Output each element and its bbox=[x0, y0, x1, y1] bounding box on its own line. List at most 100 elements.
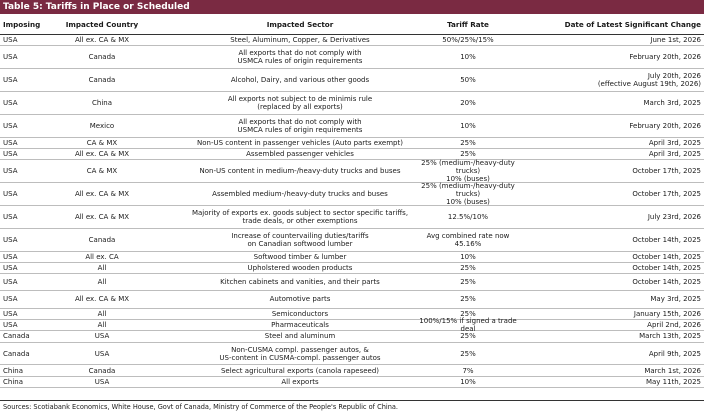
cell-date-change: March 13th, 2025 bbox=[639, 332, 701, 341]
cell-tariff-rate: 10% bbox=[460, 53, 476, 62]
cell-date-change: October 14th, 2025 bbox=[632, 278, 701, 287]
cell-impacted-country: USA bbox=[94, 332, 110, 341]
cell-imposing: USA bbox=[3, 309, 18, 318]
cell-date-change: October 17th, 2025 bbox=[632, 190, 701, 199]
cell-impacted-country: All ex. CA bbox=[85, 252, 119, 261]
cell-imposing: USA bbox=[3, 76, 18, 85]
cell-tariff-rate: 25% bbox=[460, 138, 476, 147]
cell-imposing: USA bbox=[3, 150, 18, 159]
cell-impacted-sector: Assembled passenger vehicles bbox=[246, 150, 354, 159]
cell-imposing: USA bbox=[3, 98, 18, 107]
cell-impacted-sector: Assembled medium-/heavy-duty trucks and … bbox=[212, 190, 388, 199]
cell-impacted-sector: All exports not subject to de minimis ru… bbox=[227, 94, 373, 111]
cell-impacted-country: CA & MX bbox=[86, 167, 118, 176]
cell-impacted-country: All ex. CA & MX bbox=[74, 190, 130, 199]
cell-tariff-rate: 12.5%/10% bbox=[447, 212, 489, 221]
cell-impacted-sector: Semiconductors bbox=[271, 309, 329, 318]
source-divider bbox=[0, 400, 704, 401]
cell-imposing: USA bbox=[3, 53, 18, 62]
table-body: USA All ex. CA & MX Steel, Aluminum, Coppe… bbox=[0, 35, 704, 389]
header-impacted-sector: Impacted Sector bbox=[266, 20, 334, 29]
cell-tariff-rate: 10% bbox=[460, 121, 476, 130]
cell-impacted-sector: Pharmaceuticals bbox=[271, 321, 329, 330]
cell-impacted-country: China bbox=[92, 98, 112, 107]
cell-date-change: February 20th, 2026 bbox=[629, 53, 701, 62]
cell-tariff-rate: 25% bbox=[460, 332, 476, 341]
table-row: USA All ex. CA & MX Automotive parts 25% May… bbox=[0, 291, 704, 309]
cell-imposing: USA bbox=[3, 167, 18, 176]
cell-date-change: October 14th, 2025 bbox=[632, 235, 701, 244]
cell-tariff-rate: 25% bbox=[460, 309, 476, 318]
cell-impacted-country: Mexico bbox=[89, 121, 115, 130]
cell-imposing: USA bbox=[3, 264, 18, 273]
cell-tariff-rate: 25% bbox=[460, 150, 476, 159]
cell-impacted-country: All ex. CA & MX bbox=[74, 150, 130, 159]
cell-impacted-sector: Non-US content in medium-/heavy-duty tru… bbox=[199, 167, 401, 176]
cell-impacted-sector: Non-CUSMA compl. passenger autos, & US-c… bbox=[219, 345, 381, 362]
table-row: USA All Upholstered wooden products 25% Octo… bbox=[0, 263, 704, 275]
cell-impacted-country: All bbox=[97, 264, 107, 273]
cell-impacted-country: All ex. CA & MX bbox=[74, 295, 130, 304]
cell-tariff-rate: 10% bbox=[460, 252, 476, 261]
cell-date-change: October 14th, 2025 bbox=[632, 264, 701, 273]
cell-impacted-sector: Steel and aluminum bbox=[264, 332, 336, 341]
cell-impacted-sector: Increase of countervailing duties/tariff… bbox=[231, 231, 369, 248]
cell-imposing: USA bbox=[3, 235, 18, 244]
cell-date-change: February 20th, 2026 bbox=[629, 121, 701, 130]
cell-impacted-country: Canada bbox=[88, 76, 116, 85]
table-row: USA Canada Increase of countervailing duti… bbox=[0, 229, 704, 252]
cell-tariff-rate: 50% bbox=[460, 76, 476, 85]
cell-tariff-rate: 25% bbox=[460, 349, 476, 358]
cell-date-change: April 3rd, 2025 bbox=[648, 138, 701, 147]
cell-impacted-sector: Softwood timber & lumber bbox=[253, 252, 347, 261]
table-row: USA All Pharmaceuticals 100%/15% if signed … bbox=[0, 317, 704, 334]
cell-impacted-sector: Alcohol, Dairy, and various other goods bbox=[230, 76, 370, 85]
table-header: Imposing Impacted Country Impacted Secto… bbox=[0, 15, 704, 35]
table-row: Canada USA Non-CUSMA compl. passenger auto… bbox=[0, 343, 704, 366]
table-row: USA All ex. CA & MX Majority of exports ex… bbox=[0, 206, 704, 229]
cell-tariff-rate: 7% bbox=[462, 366, 474, 375]
cell-tariff-rate: 20% bbox=[460, 98, 476, 107]
table-row: USA All Kitchen cabinets and vanities, and… bbox=[0, 274, 704, 292]
cell-tariff-rate: 25% bbox=[460, 295, 476, 304]
cell-imposing: USA bbox=[3, 252, 18, 261]
cell-date-change: January 15th, 2026 bbox=[633, 309, 701, 318]
table-row: USA China All exports not subject to de mi… bbox=[0, 92, 704, 115]
cell-impacted-sector: All exports that do not comply with USMC… bbox=[237, 117, 363, 134]
cell-imposing: Canada bbox=[3, 349, 30, 358]
cell-date-change: October 17th, 2025 bbox=[632, 167, 701, 176]
cell-impacted-country: Canada bbox=[88, 235, 116, 244]
cell-impacted-sector: All exports that do not comply with USMC… bbox=[237, 49, 363, 66]
cell-impacted-sector: Steel, Aluminum, Copper, & Derivatives bbox=[230, 36, 370, 45]
table-row: China USA All exports 10% May 11th, 2025 bbox=[0, 377, 704, 389]
table-row: USA CA & MX Non-US content in medium-/heav… bbox=[0, 159, 704, 183]
header-date-change: Date of Latest Significant Change bbox=[564, 20, 701, 29]
cell-tariff-rate: 100%/15% if signed a trade deal bbox=[419, 317, 517, 334]
cell-impacted-country: All ex. CA & MX bbox=[74, 212, 130, 221]
table-row: USA Canada Alcohol, Dairy, and various oth… bbox=[0, 69, 704, 92]
cell-impacted-country: All bbox=[97, 321, 107, 330]
cell-impacted-country: USA bbox=[94, 349, 110, 358]
cell-imposing: China bbox=[3, 378, 23, 387]
source-note: Sources: Scotiabank Economics, White Hou… bbox=[3, 403, 399, 411]
cell-date-change: October 14th, 2025 bbox=[632, 252, 701, 261]
table-row: China Canada Select agricultural exports (… bbox=[0, 365, 704, 377]
cell-impacted-country: All ex. CA & MX bbox=[74, 36, 130, 45]
cell-impacted-country: USA bbox=[94, 378, 110, 387]
header-impacted-country: Impacted Country bbox=[65, 20, 139, 29]
cell-impacted-country: CA & MX bbox=[86, 138, 118, 147]
cell-date-change: July 20th, 2026 (effective August 19th, … bbox=[597, 72, 701, 89]
cell-tariff-rate: 25% bbox=[460, 264, 476, 273]
cell-date-change: May 3rd, 2025 bbox=[650, 295, 701, 304]
cell-impacted-sector: Majority of exports ex. goods subject to… bbox=[191, 208, 409, 225]
table-row: USA All ex. CA Softwood timber & lumber 10%… bbox=[0, 252, 704, 263]
cell-impacted-country: All bbox=[97, 309, 107, 318]
cell-impacted-country: Canada bbox=[88, 366, 116, 375]
cell-imposing: USA bbox=[3, 278, 18, 287]
cell-imposing: USA bbox=[3, 121, 18, 130]
cell-tariff-rate: Avg combined rate now 45.16% bbox=[426, 231, 510, 248]
cell-impacted-sector: Kitchen cabinets and vanities, and their… bbox=[220, 278, 380, 287]
table-row: USA Canada All exports that do not comply … bbox=[0, 46, 704, 70]
cell-impacted-sector: Non-US content in passenger vehicles (Au… bbox=[197, 138, 403, 147]
cell-date-change: April 9th, 2025 bbox=[648, 349, 701, 358]
